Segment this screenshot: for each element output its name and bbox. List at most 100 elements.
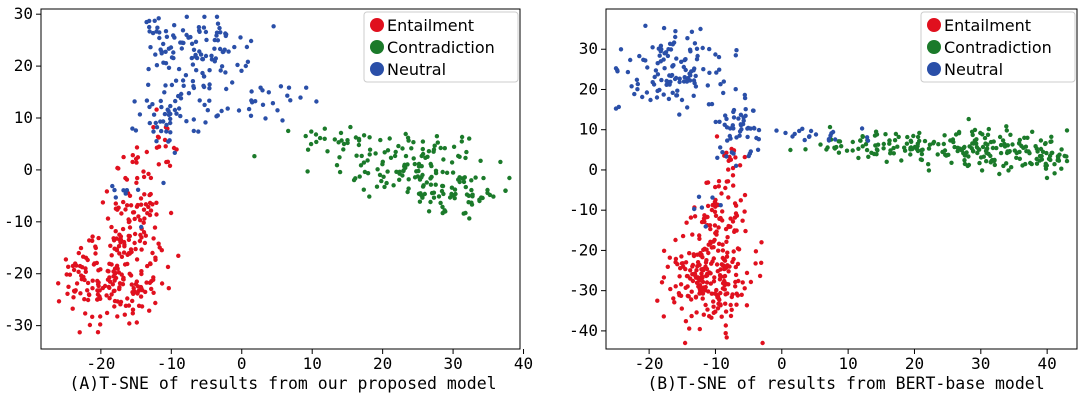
point-neutral-a bbox=[207, 82, 212, 87]
point-entailment-b bbox=[721, 257, 727, 262]
point-neutral-b bbox=[667, 82, 672, 87]
point-contradiction-b bbox=[1004, 161, 1009, 166]
y-tick-label: -10 bbox=[4, 212, 33, 231]
point-entailment-b bbox=[728, 313, 734, 319]
point-neutral-a bbox=[196, 129, 201, 134]
point-neutral-b bbox=[707, 46, 712, 52]
point-contradiction-b bbox=[940, 149, 945, 155]
point-neutral-b bbox=[643, 23, 648, 28]
point-contradiction-b bbox=[998, 150, 1004, 156]
point-contradiction-a bbox=[358, 163, 364, 168]
point-contradiction-b bbox=[1008, 132, 1013, 137]
point-neutral-a bbox=[178, 113, 183, 119]
point-entailment-a bbox=[90, 314, 95, 319]
point-entailment-a bbox=[96, 268, 101, 273]
point-entailment-a bbox=[141, 174, 147, 180]
point-neutral-b bbox=[859, 126, 865, 131]
point-entailment-b bbox=[706, 289, 711, 294]
point-neutral-b bbox=[691, 93, 696, 99]
y-tick-label: 20 bbox=[579, 79, 598, 98]
point-neutral-b bbox=[736, 116, 741, 121]
point-contradiction-b bbox=[850, 148, 855, 153]
point-contradiction-b bbox=[915, 134, 921, 140]
point-contradiction-b bbox=[1059, 166, 1064, 171]
point-contradiction-b bbox=[856, 155, 861, 161]
point-entailment-a bbox=[132, 216, 137, 222]
legend-marker-entailment bbox=[927, 18, 941, 32]
point-entailment-b bbox=[720, 209, 725, 214]
point-entailment-b bbox=[690, 264, 695, 269]
point-entailment-a bbox=[156, 241, 161, 246]
point-contradiction-b bbox=[966, 154, 971, 159]
point-entailment-b bbox=[705, 180, 711, 185]
point-contradiction-a bbox=[325, 149, 330, 154]
point-entailment-a bbox=[100, 200, 106, 205]
point-neutral-a bbox=[168, 120, 173, 126]
point-neutral-a bbox=[159, 128, 164, 134]
legend-marker-contradiction bbox=[370, 40, 384, 54]
point-neutral-a bbox=[139, 224, 144, 230]
point-contradiction-a bbox=[441, 157, 446, 162]
point-entailment-b bbox=[703, 215, 708, 220]
point-entailment-a bbox=[64, 272, 69, 277]
point-entailment-a bbox=[71, 295, 76, 300]
point-neutral-a bbox=[124, 188, 130, 193]
point-contradiction-a bbox=[336, 140, 341, 145]
point-contradiction-b bbox=[1025, 135, 1030, 140]
point-neutral-b bbox=[673, 34, 678, 40]
point-entailment-b bbox=[671, 296, 676, 301]
point-contradiction-b bbox=[1043, 161, 1049, 166]
point-entailment-a bbox=[134, 160, 139, 165]
point-neutral-b bbox=[635, 87, 640, 92]
point-entailment-b bbox=[667, 255, 672, 260]
point-neutral-b bbox=[628, 57, 633, 63]
point-contradiction-b bbox=[1052, 171, 1057, 176]
point-entailment-b bbox=[661, 314, 666, 319]
point-entailment-b bbox=[730, 219, 736, 224]
point-entailment-b bbox=[687, 326, 692, 331]
point-contradiction-a bbox=[286, 128, 291, 134]
point-entailment-b bbox=[694, 310, 699, 315]
point-contradiction-a bbox=[411, 140, 416, 145]
point-contradiction-b bbox=[970, 132, 975, 138]
point-entailment-a bbox=[111, 269, 116, 274]
point-neutral-a bbox=[197, 29, 202, 34]
point-entailment-b bbox=[697, 291, 702, 296]
point-contradiction-a bbox=[393, 149, 398, 155]
point-entailment-a bbox=[90, 286, 95, 291]
point-entailment-a bbox=[87, 238, 92, 243]
x-tick-label: -20 bbox=[635, 354, 664, 373]
point-entailment-a bbox=[87, 322, 93, 328]
point-neutral-a bbox=[157, 35, 162, 41]
point-contradiction-b bbox=[892, 138, 898, 143]
point-entailment-b bbox=[679, 254, 684, 259]
point-entailment-a bbox=[159, 281, 165, 286]
point-entailment-a bbox=[136, 214, 141, 219]
point-entailment-b bbox=[757, 273, 763, 279]
point-contradiction-b bbox=[959, 148, 964, 153]
point-neutral-a bbox=[188, 34, 193, 40]
point-contradiction-b bbox=[997, 134, 1003, 140]
point-entailment-a bbox=[118, 302, 123, 307]
point-entailment-b bbox=[695, 252, 700, 257]
point-entailment-a bbox=[56, 281, 61, 286]
point-contradiction-b bbox=[904, 141, 910, 146]
point-contradiction-a bbox=[469, 187, 474, 193]
point-contradiction-a bbox=[419, 164, 424, 169]
point-neutral-b bbox=[667, 41, 673, 46]
point-contradiction-b bbox=[1000, 138, 1006, 143]
point-entailment-a bbox=[139, 269, 144, 274]
point-neutral-b bbox=[632, 91, 637, 97]
point-contradiction-b bbox=[997, 171, 1002, 177]
point-neutral-b bbox=[728, 136, 733, 141]
point-contradiction-a bbox=[420, 151, 426, 157]
point-contradiction-b bbox=[1004, 124, 1009, 129]
point-neutral-a bbox=[225, 106, 230, 111]
point-contradiction-b bbox=[887, 138, 892, 143]
point-entailment-b bbox=[748, 279, 754, 285]
point-entailment-b bbox=[723, 331, 728, 336]
point-contradiction-a bbox=[431, 195, 437, 200]
point-entailment-b bbox=[730, 165, 736, 171]
point-entailment-b bbox=[733, 279, 738, 285]
point-entailment-b bbox=[733, 155, 738, 160]
